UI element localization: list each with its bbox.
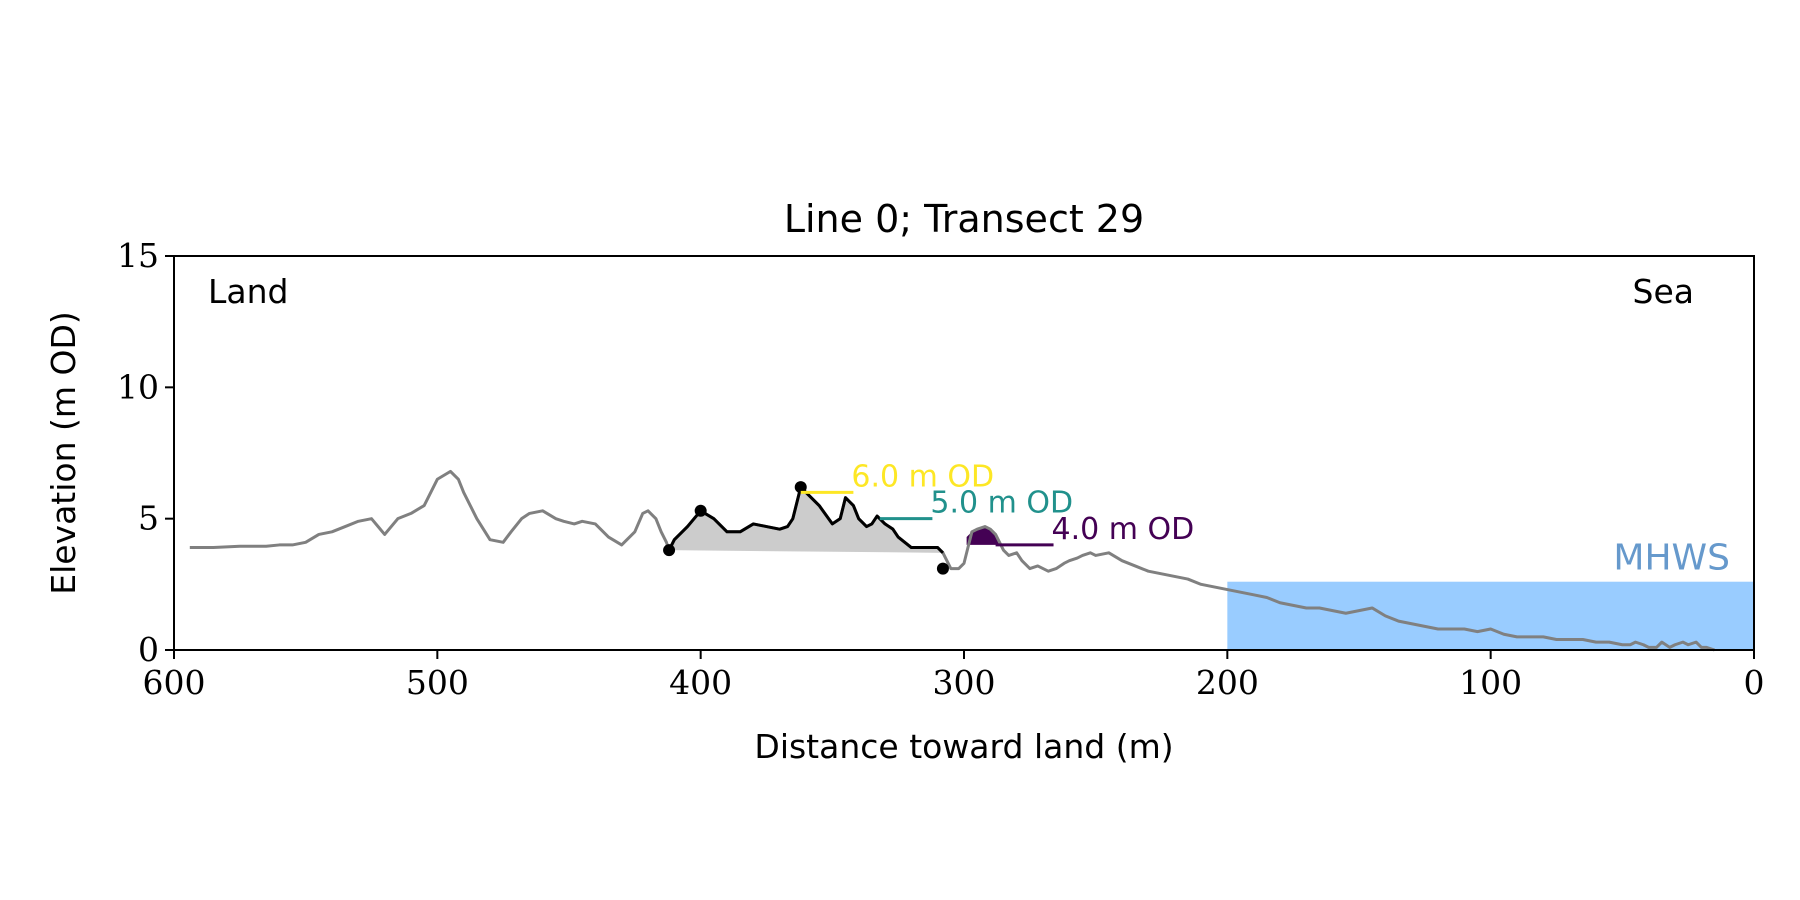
x-tick-label: 0 [1744,663,1765,702]
dune-fill [669,487,943,553]
y-tick-label: 0 [138,630,159,669]
level-label: 5.0 m OD [930,486,1073,521]
y-axis-label: Elevation (m OD) [44,311,83,595]
x-tick-label: 200 [1196,663,1259,702]
chart-title: Line 0; Transect 29 [784,197,1144,241]
y-tick-label: 5 [138,499,159,538]
y-tick-label: 15 [117,236,159,275]
level-label: 4.0 m OD [1052,512,1195,547]
dune-point [663,544,676,557]
mhws-label: MHWS [1613,538,1730,579]
x-tick-label: 400 [669,663,732,702]
dune-line [667,485,944,554]
x-tick-label: 500 [406,663,469,702]
x-tick-label: 300 [933,663,996,702]
mhws-sea-area [1227,581,1754,650]
level-label: 6.0 m OD [851,459,994,494]
dune-point [794,481,807,494]
axis-ticks: 600 500 400 300 200 100 0 0 5 10 15 [117,236,1765,702]
dune-point [694,504,707,517]
plot-area: 6.0 m OD5.0 m OD4.0 m OD MHWS [189,459,1754,652]
x-tick-label: 600 [143,663,206,702]
land-label: Land [208,272,288,311]
sea-label: Sea [1633,272,1694,311]
y-tick-label: 10 [117,367,159,406]
profile-line [189,469,1715,652]
x-axis-label: Distance toward land (m) [754,727,1173,766]
x-tick-label: 100 [1459,663,1522,702]
dune-point [936,562,949,575]
